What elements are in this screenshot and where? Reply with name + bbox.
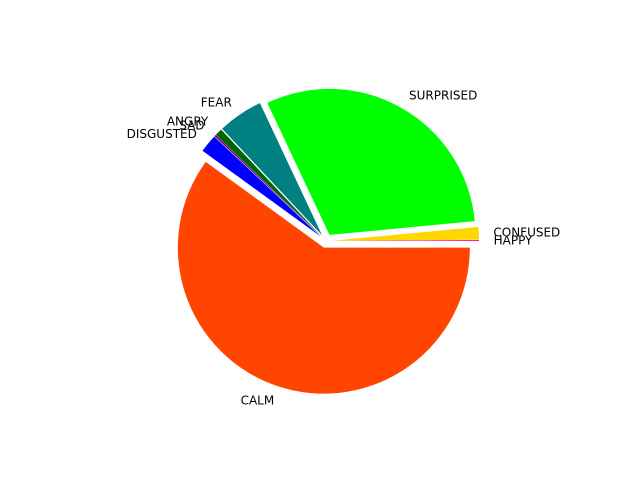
pie-slices <box>177 88 479 394</box>
pie-label-sad: SAD <box>179 119 204 133</box>
pie-slice-confused <box>332 226 479 241</box>
pie-slice-happy <box>332 240 479 241</box>
pie-label-happy: HAPPY <box>494 233 533 247</box>
pie-slice-fear <box>222 103 323 236</box>
pie-slice-sad <box>214 134 321 237</box>
pie-label-confused: CONFUSED <box>493 226 560 240</box>
pie-label-disgusted: DISGUSTED <box>127 127 197 141</box>
pie-slice-surprised <box>267 88 475 235</box>
pie-slice-disgusted <box>202 136 321 237</box>
pie-label-calm: CALM <box>241 393 275 407</box>
pie-slice-angry <box>215 129 322 237</box>
pie-label-fear: FEAR <box>201 95 232 109</box>
pie-slice-calm <box>177 161 470 394</box>
pie-label-angry: ANGRY <box>167 115 209 129</box>
pie-label-surprised: SURPRISED <box>409 88 477 102</box>
